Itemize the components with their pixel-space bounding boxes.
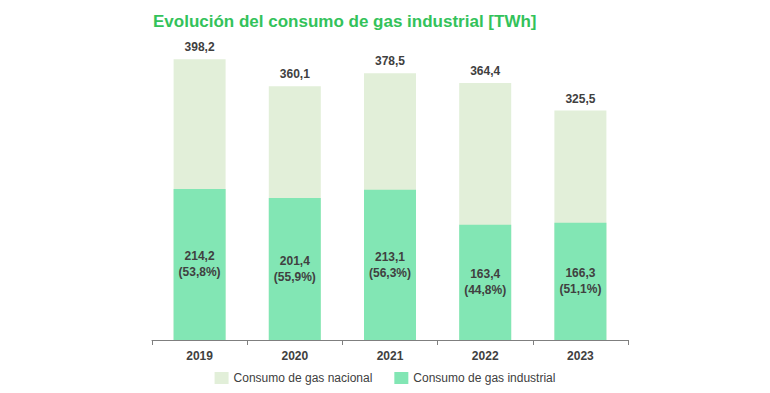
svg-text:398,2: 398,2 bbox=[185, 40, 215, 54]
svg-text:Evolución del consumo de gas i: Evolución del consumo de gas industrial … bbox=[153, 12, 536, 31]
svg-text:325,5: 325,5 bbox=[565, 92, 595, 106]
svg-text:(56,3%): (56,3%) bbox=[369, 266, 411, 280]
svg-text:166,3: 166,3 bbox=[565, 266, 595, 280]
svg-text:2020: 2020 bbox=[281, 349, 308, 363]
svg-text:(55,9%): (55,9%) bbox=[274, 270, 316, 284]
svg-text:2019: 2019 bbox=[186, 349, 213, 363]
svg-text:360,1: 360,1 bbox=[280, 67, 310, 81]
svg-text:2021: 2021 bbox=[377, 349, 404, 363]
svg-text:2023: 2023 bbox=[567, 349, 594, 363]
svg-text:364,4: 364,4 bbox=[470, 64, 500, 78]
svg-text:213,1: 213,1 bbox=[375, 250, 405, 264]
svg-text:2022: 2022 bbox=[472, 349, 499, 363]
svg-text:378,5: 378,5 bbox=[375, 54, 405, 68]
svg-text:214,2: 214,2 bbox=[185, 249, 215, 263]
svg-text:Consumo de gas nacional: Consumo de gas nacional bbox=[234, 371, 373, 385]
svg-text:163,4: 163,4 bbox=[470, 267, 500, 281]
svg-text:(51,1%): (51,1%) bbox=[559, 282, 601, 296]
svg-text:201,4: 201,4 bbox=[280, 254, 310, 268]
svg-text:(53,8%): (53,8%) bbox=[179, 265, 221, 279]
svg-text:(44,8%): (44,8%) bbox=[464, 283, 506, 297]
svg-text:Consumo de gas industrial: Consumo de gas industrial bbox=[413, 371, 555, 385]
